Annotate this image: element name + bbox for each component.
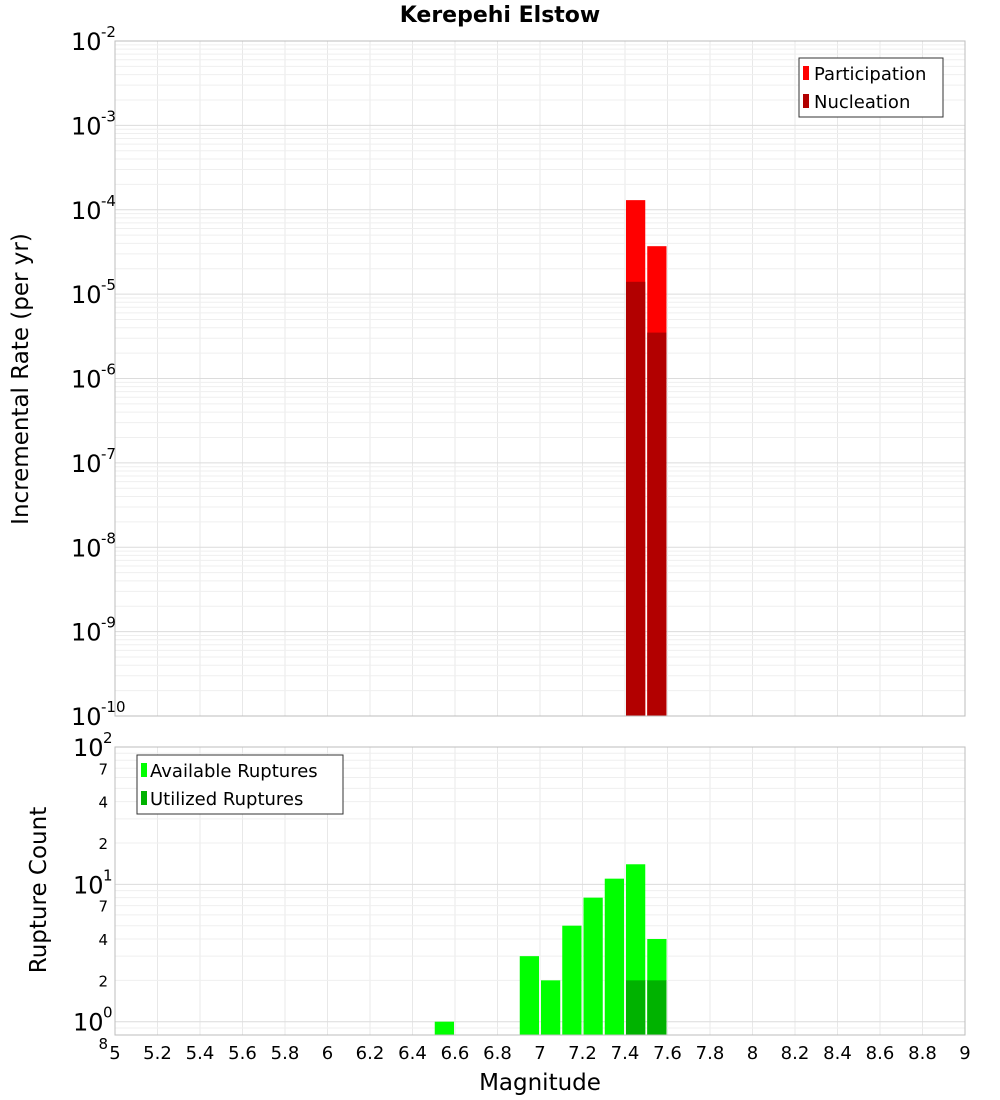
count-y-minor-tick-label: 2 (98, 972, 108, 990)
count-y-tick-label: 10 (73, 1009, 104, 1037)
count-legend-label: Available Ruptures (150, 761, 318, 782)
count-legend: Available Ruptures Utilized Ruptures (136, 754, 344, 815)
rate-y-tick-label: 10 (71, 619, 102, 647)
x-tick-label: 7.6 (653, 1043, 682, 1064)
count-y-tick-exponent: 0 (103, 1004, 113, 1022)
x-tick-label: 5.4 (186, 1043, 215, 1064)
x-axis: 5 5.2 5.4 5.6 5.8 6 6.2 6.4 6.6 6.8 7 7.2 7.4 7.6 7.8 8… (109, 1043, 970, 1064)
available-ruptures-bar (562, 925, 582, 1035)
rate-y-tick-label: 10 (71, 534, 102, 562)
x-tick-label: 7.4 (611, 1043, 640, 1064)
x-tick-label: 8.6 (866, 1043, 895, 1064)
rate-legend-swatch (803, 94, 809, 108)
x-tick-label: 8.4 (823, 1043, 852, 1064)
x-tick-label: 8.8 (908, 1043, 937, 1064)
x-tick-label: 8.2 (781, 1043, 810, 1064)
rate-y-tick-label: 10 (71, 28, 102, 56)
x-tick-label: 5.2 (143, 1043, 172, 1064)
utilized-ruptures-bar (626, 980, 646, 1035)
rate-legend-box (798, 57, 944, 118)
x-tick-label: 6 (322, 1043, 333, 1064)
rate-y-tick-label: 10 (71, 281, 102, 309)
x-tick-label: 6.4 (398, 1043, 427, 1064)
rate-y-tick-exponent: -7 (101, 445, 116, 463)
count-y-minor-tick-label: 4 (98, 794, 108, 812)
count-y-minor-tick-label: 7 (98, 760, 108, 778)
rate-legend-swatch (803, 66, 809, 80)
rate-plot-frame (114, 40, 966, 717)
rate-y-tick-exponent: -9 (101, 614, 116, 632)
x-tick-label: 9 (959, 1043, 970, 1064)
x-tick-label: 6.6 (441, 1043, 470, 1064)
rate-panel: 10-210-310-410-510-610-710-810-910 -10Par… (71, 23, 966, 731)
count-y-tick-exponent: 1 (103, 866, 113, 884)
x-tick-label: 7.2 (568, 1043, 597, 1064)
count-legend-box (136, 754, 344, 815)
count-legend-label: Utilized Ruptures (150, 789, 303, 810)
rate-legend-label: Nucleation (814, 92, 910, 113)
rate-y-tick-exponent: -2 (101, 23, 116, 41)
x-tick-label: 7 (534, 1043, 545, 1064)
x-tick-label: 7.8 (696, 1043, 725, 1064)
count-y-tick-exponent: 2 (103, 729, 113, 747)
available-ruptures-bar (604, 878, 624, 1035)
count-y-tick-label: 10 (73, 871, 104, 899)
count-plot-frame (114, 746, 966, 1036)
utilized-ruptures-bar (647, 980, 667, 1035)
available-ruptures-bar (583, 897, 603, 1035)
count-legend-swatch (141, 763, 147, 777)
x-tick-label: 6.8 (483, 1043, 512, 1064)
rate-y-tick-exponent: -10 (101, 698, 126, 716)
rate-y-axis-label: Incremental Rate (per yr) (8, 233, 34, 525)
nucleation-bar (647, 332, 667, 716)
x-tick-label: 5.8 (271, 1043, 300, 1064)
count-y-tick-label: 10 (73, 734, 104, 762)
chart-title: Kerepehi Elstow (400, 3, 601, 28)
nucleation-bar (626, 281, 646, 716)
rate-legend-label: Participation (814, 64, 926, 85)
rate-y-tick-exponent: -3 (101, 107, 116, 125)
count-y-minor-tick-label: 2 (98, 835, 108, 853)
count-legend-swatch (141, 791, 147, 805)
rate-y-tick-label: 10 (71, 197, 102, 225)
rate-y-tick-exponent: -8 (101, 529, 116, 547)
x-tick-label: 5.6 (228, 1043, 257, 1064)
x-axis-label: Magnitude (479, 1070, 601, 1096)
rate-y-tick-label: 10 (71, 366, 102, 394)
rate-legend: Participation Nucleation (798, 57, 944, 118)
x-tick-label: 8 (747, 1043, 758, 1064)
available-ruptures-bar (541, 980, 561, 1035)
rate-y-tick-label: 10 (71, 450, 102, 478)
x-tick-label: 6.2 (356, 1043, 385, 1064)
available-ruptures-bar (519, 956, 539, 1035)
rate-y-tick-label: 10 (71, 703, 102, 731)
count-y-minor-tick-label: 7 (98, 898, 108, 916)
available-ruptures-bar (434, 1021, 454, 1035)
rate-y-tick-exponent: -6 (101, 361, 116, 379)
count-y-axis-label: Rupture Count (26, 807, 52, 973)
rate-y-tick-label: 10 (71, 112, 102, 140)
count-y-minor-tick-label: 4 (98, 931, 108, 949)
count-y-minor-tick-label: 8 (98, 1035, 108, 1053)
x-tick-label: 5 (109, 1043, 120, 1064)
rate-y-tick-exponent: -5 (101, 276, 116, 294)
rate-y-tick-exponent: -4 (101, 192, 116, 210)
